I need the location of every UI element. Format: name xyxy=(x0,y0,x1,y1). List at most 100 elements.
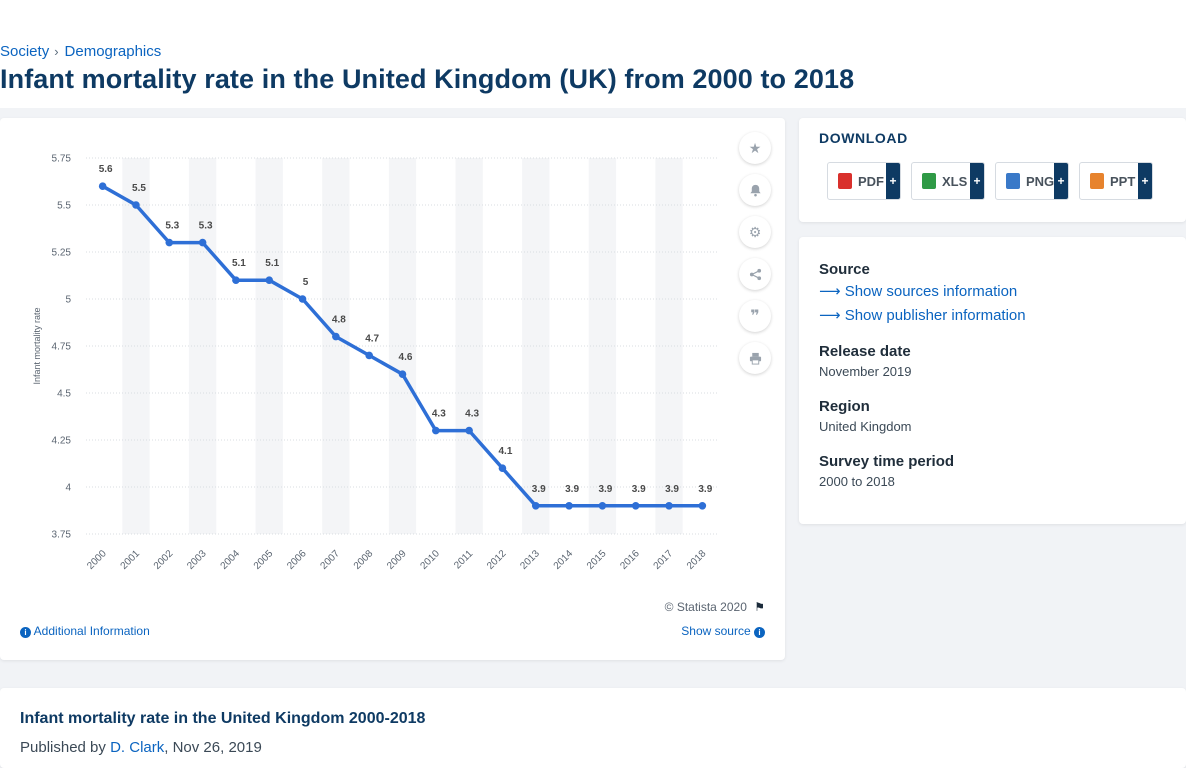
x-tick-label: 2014 xyxy=(552,548,576,572)
y-tick-label: 5.5 xyxy=(57,201,71,212)
y-tick-label: 4.75 xyxy=(52,342,72,353)
data-label: 5.1 xyxy=(232,258,246,269)
settings-button[interactable]: ⚙ xyxy=(739,216,771,248)
data-point xyxy=(198,238,207,247)
info-card: Source ⟶ Show sources information ⟶ Show… xyxy=(799,237,1186,524)
notification-button[interactable] xyxy=(739,174,771,206)
data-point xyxy=(265,276,274,284)
release-section: Release date November 2019 xyxy=(819,343,912,379)
data-point xyxy=(665,502,673,510)
star-icon: ★ xyxy=(748,139,762,156)
chart-tools: ★ ⚙ ❞ xyxy=(739,132,771,384)
published-date: , Nov 26, 2019 xyxy=(164,739,262,756)
bottom-card: Infant mortality rate in the United King… xyxy=(0,688,1186,768)
show-source-link[interactable]: Show source i xyxy=(681,624,765,638)
survey-label: Survey time period xyxy=(819,453,955,470)
data-label: 4.6 xyxy=(399,352,413,363)
data-label: 5.6 xyxy=(99,164,113,175)
favorite-button[interactable]: ★ xyxy=(739,132,771,164)
breadcrumb-separator: › xyxy=(54,44,59,59)
x-tick-label: 2016 xyxy=(618,548,642,572)
share-button[interactable] xyxy=(739,258,771,290)
breadcrumb-item-demographics[interactable]: Demographics xyxy=(64,43,162,60)
y-tick-label: 5 xyxy=(65,295,71,306)
x-tick-label: 2001 xyxy=(119,548,143,572)
data-point xyxy=(298,295,307,303)
download-buttons: PDF + XLS + PNG + PPT + xyxy=(827,162,1163,200)
survey-section: Survey time period 2000 to 2018 xyxy=(819,453,954,489)
info-icon: i xyxy=(20,627,31,638)
print-icon xyxy=(749,352,761,365)
top-band xyxy=(0,0,1186,108)
download-png-label: PNG xyxy=(1026,173,1055,189)
xls-file-icon xyxy=(922,173,936,189)
data-label: 4.7 xyxy=(365,333,379,344)
download-ppt-label: PPT xyxy=(1110,173,1136,189)
additional-info-link[interactable]: i Additional Information xyxy=(20,624,150,638)
show-sources-label: Show sources information xyxy=(844,283,1018,300)
cite-button[interactable]: ❞ xyxy=(739,300,771,332)
y-tick-label: 4 xyxy=(65,483,71,494)
data-point xyxy=(531,502,540,510)
x-tick-label: 2005 xyxy=(252,548,276,572)
download-pdf-button[interactable]: PDF + xyxy=(827,162,901,200)
arrow-right-icon: ⟶ xyxy=(819,307,841,324)
data-label: 5.1 xyxy=(265,258,279,269)
data-point xyxy=(232,276,240,284)
data-point xyxy=(465,426,473,435)
ppt-file-icon xyxy=(1090,173,1104,189)
download-xls-button[interactable]: XLS + xyxy=(911,162,985,200)
column-band xyxy=(388,158,417,534)
published-line: Published by D. Clark, Nov 26, 2019 xyxy=(20,739,262,756)
print-button[interactable] xyxy=(739,342,771,374)
chart-card: 5.75 5.5 5.25 5 4.75 4.5 4.25 4 3.75 Infant morta… xyxy=(0,118,785,660)
statistic-title: Infant mortality rate in the United King… xyxy=(20,710,426,727)
x-tick-label: 2015 xyxy=(585,548,609,572)
additional-info-label: Additional Information xyxy=(33,624,150,638)
source-label: Source xyxy=(819,261,870,278)
column-band xyxy=(455,158,483,534)
release-value: November 2019 xyxy=(819,364,912,379)
region-section: Region United Kingdom xyxy=(819,398,912,434)
show-publisher-link[interactable]: ⟶ Show publisher information xyxy=(819,306,1026,324)
x-tick-label: 2000 xyxy=(85,548,109,572)
x-tick-label: 2013 xyxy=(518,548,542,572)
breadcrumb-item-society[interactable]: Society xyxy=(0,43,50,60)
author-link[interactable]: D. Clark xyxy=(110,739,165,756)
png-file-icon xyxy=(1006,173,1020,189)
plus-icon: + xyxy=(970,163,984,199)
data-point xyxy=(398,370,407,378)
data-label: 5.5 xyxy=(132,183,146,194)
download-png-button[interactable]: PNG + xyxy=(995,162,1069,200)
y-tick-label: 4.25 xyxy=(52,436,72,447)
data-label: 4.1 xyxy=(498,446,512,457)
plus-icon: + xyxy=(1054,163,1068,199)
data-label: 3.9 xyxy=(665,484,679,495)
statista-credit[interactable]: © Statista 2020 ⚑ xyxy=(665,600,765,614)
data-label: 4.3 xyxy=(465,409,479,420)
data-point xyxy=(598,502,607,510)
data-label: 3.9 xyxy=(632,484,646,495)
data-label: 4.3 xyxy=(432,409,446,420)
x-tick-label: 2010 xyxy=(418,548,442,572)
region-label: Region xyxy=(819,398,870,415)
x-tick-label: 2002 xyxy=(152,548,176,572)
plus-icon: + xyxy=(1138,163,1152,199)
page-title: Infant mortality rate in the United King… xyxy=(0,64,855,94)
x-tick-label: 2003 xyxy=(185,548,209,572)
download-xls-label: XLS xyxy=(942,173,968,189)
download-ppt-button[interactable]: PPT + xyxy=(1079,162,1153,200)
plus-icon: + xyxy=(886,163,900,199)
x-tick-label: 2012 xyxy=(485,548,509,572)
data-point xyxy=(698,502,707,510)
y-axis-label: Infant mortality rate xyxy=(32,307,42,384)
data-point xyxy=(565,502,573,510)
data-label: 5 xyxy=(303,277,309,288)
show-sources-link[interactable]: ⟶ Show sources information xyxy=(819,282,1026,300)
published-by-label: Published by xyxy=(20,739,106,756)
survey-value: 2000 to 2018 xyxy=(819,474,895,489)
pdf-file-icon xyxy=(838,173,852,189)
data-point xyxy=(332,332,340,341)
data-point xyxy=(365,351,373,360)
data-label: 5.3 xyxy=(199,221,213,232)
